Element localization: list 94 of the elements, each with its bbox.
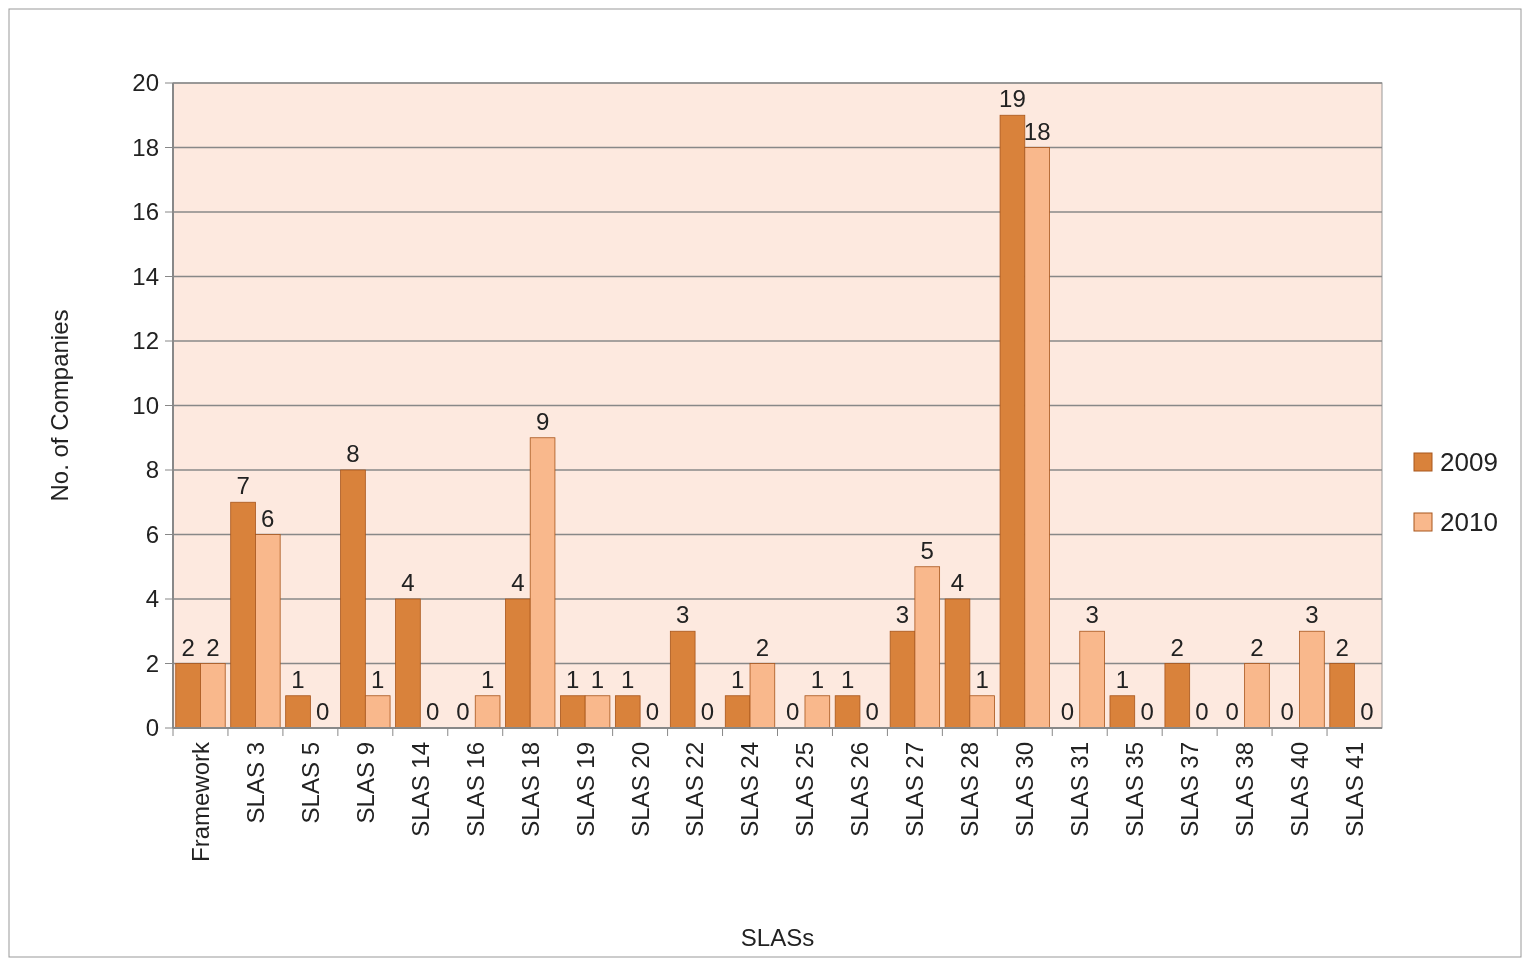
bar xyxy=(1079,630,1105,729)
x-tick-label: SLAS 38 xyxy=(1231,742,1259,837)
data-label: 0 xyxy=(1060,698,1075,725)
y-tick-label: 20 xyxy=(132,69,159,97)
data-label: 1 xyxy=(590,665,605,693)
data-label: 0 xyxy=(1225,698,1239,725)
data-label: 2 xyxy=(181,633,195,661)
data-label: 2 xyxy=(1335,633,1349,661)
y-tick-label: 10 xyxy=(132,391,159,419)
data-label: 1 xyxy=(810,665,825,693)
x-tick-label: SLAS 30 xyxy=(1011,742,1039,837)
data-label: 0 xyxy=(456,698,470,725)
x-tick-label: SLAS 22 xyxy=(681,742,709,837)
bar xyxy=(1164,663,1191,729)
data-label: 2 xyxy=(206,633,220,661)
x-tick-label: SLAS 19 xyxy=(571,742,599,837)
x-tick-label: SLAS 25 xyxy=(791,742,819,837)
data-label: 0 xyxy=(316,698,330,725)
x-tick-label: SLAS 40 xyxy=(1285,742,1313,837)
data-label: 4 xyxy=(511,569,525,596)
data-label: 0 xyxy=(1140,698,1154,725)
legend-label: 2010 xyxy=(1440,507,1498,538)
bar xyxy=(614,695,641,729)
y-tick-label: 18 xyxy=(132,133,159,161)
x-tick-label: SLAS 20 xyxy=(626,742,654,837)
bar xyxy=(834,695,861,729)
bar xyxy=(1109,695,1136,729)
x-tick-label: SLAS 9 xyxy=(351,742,379,824)
data-label: 1 xyxy=(566,665,580,693)
bar xyxy=(1329,663,1355,729)
y-tick-label: 0 xyxy=(145,714,159,742)
data-label: 0 xyxy=(785,698,800,725)
data-label: 3 xyxy=(676,601,690,629)
x-tick-label: SLAS 41 xyxy=(1340,742,1368,837)
x-tick-label: SLAS 35 xyxy=(1121,742,1149,837)
bar xyxy=(1299,630,1325,729)
data-label: 4 xyxy=(950,569,965,596)
x-tick-label: SLAS 3 xyxy=(241,742,269,824)
x-tick-label: Framework xyxy=(186,741,214,863)
data-label: 2 xyxy=(1250,633,1264,661)
data-label: 3 xyxy=(895,601,910,629)
data-label: 7 xyxy=(236,472,250,500)
x-tick-label: SLAS 26 xyxy=(846,742,874,837)
data-label: 5 xyxy=(920,536,934,564)
x-tick-label: SLAS 37 xyxy=(1176,742,1204,837)
data-label: 1 xyxy=(975,665,989,693)
data-label: 9 xyxy=(535,407,550,435)
data-label: 2 xyxy=(1170,633,1184,661)
data-label: 0 xyxy=(700,698,715,725)
y-tick-label: 8 xyxy=(145,456,159,484)
data-label: 1 xyxy=(730,665,745,693)
bar xyxy=(395,598,421,729)
data-label: 1 xyxy=(480,665,495,693)
data-label: 2 xyxy=(755,633,770,661)
x-tick-label: SLAS 27 xyxy=(901,742,929,837)
data-label: 1 xyxy=(621,665,635,693)
x-tick-label: SLAS 24 xyxy=(736,742,764,837)
y-tick-label: 6 xyxy=(145,520,159,548)
data-label: 0 xyxy=(425,698,440,725)
data-label: 1 xyxy=(840,665,855,693)
data-label: 0 xyxy=(1280,698,1294,725)
x-tick-label: SLAS 16 xyxy=(461,742,489,837)
x-tick-label: SLAS 14 xyxy=(406,742,434,837)
data-label: 8 xyxy=(346,440,360,467)
data-label: 19 xyxy=(999,85,1026,113)
data-label: 0 xyxy=(645,698,660,725)
y-tick-label: 12 xyxy=(132,327,159,355)
x-tick-label: SLAS 18 xyxy=(516,742,544,837)
data-label: 3 xyxy=(1085,601,1099,629)
bar xyxy=(1244,663,1270,729)
data-label: 0 xyxy=(1360,698,1374,725)
data-label: 3 xyxy=(1305,601,1319,629)
data-label: 18 xyxy=(1023,117,1051,145)
bar xyxy=(804,695,831,729)
data-label: 0 xyxy=(865,698,879,725)
y-tick-label: 16 xyxy=(132,198,159,226)
y-axis-title: No. of Companies xyxy=(46,309,73,502)
bar xyxy=(669,630,696,729)
x-axis-title: SLASs xyxy=(740,924,815,951)
y-tick-label: 4 xyxy=(145,585,159,613)
legend-label: 2009 xyxy=(1440,447,1498,478)
y-tick-label: 14 xyxy=(132,262,159,290)
x-tick-label: SLAS 5 xyxy=(296,742,324,824)
data-label: 6 xyxy=(261,504,275,532)
data-label: 1 xyxy=(291,665,305,693)
y-tick-label: 2 xyxy=(145,649,159,677)
x-tick-label: SLAS 28 xyxy=(956,742,984,837)
data-label: 4 xyxy=(401,569,415,596)
data-label: 1 xyxy=(371,665,385,693)
bar xyxy=(474,695,501,729)
data-label: 0 xyxy=(1195,698,1209,725)
bar xyxy=(285,695,311,729)
x-tick-label: SLAS 31 xyxy=(1066,742,1094,837)
data-label: 1 xyxy=(1115,665,1130,693)
